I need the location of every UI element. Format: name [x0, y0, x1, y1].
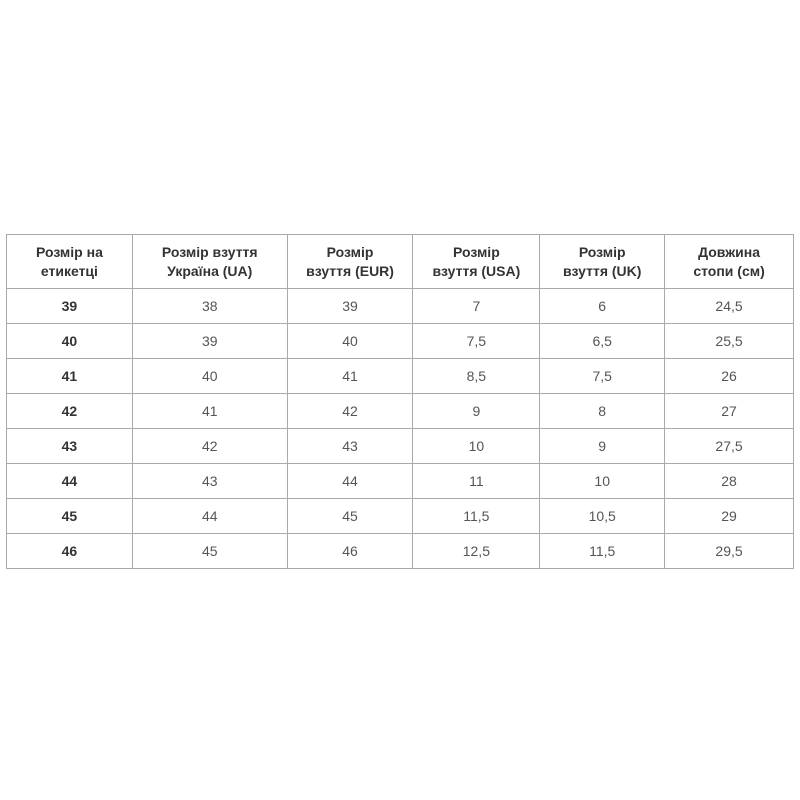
- table-cell: 9: [412, 393, 541, 429]
- table-cell: 40: [6, 323, 133, 359]
- table-cell: 29,5: [664, 533, 794, 569]
- table-cell: 41: [286, 358, 414, 394]
- table-row: 40 39 40 7,5 6,5 25,5: [6, 323, 794, 359]
- column-header-line: Розмір: [326, 243, 374, 260]
- table-cell: 10: [412, 428, 541, 464]
- table-cell: 10: [539, 463, 666, 499]
- table-cell: 42: [6, 393, 133, 429]
- column-header: Розмір взуття (EUR): [286, 234, 414, 289]
- table-cell: 40: [286, 323, 414, 359]
- table-cell: 6,5: [539, 323, 666, 359]
- column-header-line: Розмір: [452, 243, 500, 260]
- table-cell: 8: [539, 393, 666, 429]
- table-cell: 44: [6, 463, 133, 499]
- table-row: 46 45 46 12,5 11,5 29,5: [6, 533, 794, 569]
- table-cell: 42: [286, 393, 414, 429]
- column-header: Довжина стопи (см): [664, 234, 794, 289]
- column-header: Розмір на етикетці: [6, 234, 133, 289]
- table-cell: 8,5: [412, 358, 541, 394]
- table-row: 41 40 41 8,5 7,5 26: [6, 358, 794, 394]
- table-cell: 11,5: [412, 498, 541, 534]
- table-row: 45 44 45 11,5 10,5 29: [6, 498, 794, 534]
- column-header: Розмір взуття Україна (UA): [131, 234, 288, 289]
- column-header-line: взуття (USA): [432, 262, 521, 279]
- table-cell: 27,5: [664, 428, 794, 464]
- table-cell: 25,5: [664, 323, 794, 359]
- table-cell: 41: [6, 358, 133, 394]
- table-cell: 44: [286, 463, 414, 499]
- header-row: Розмір на етикетці Розмір взуття Україна (U…: [6, 234, 794, 289]
- table-cell: 40: [131, 358, 288, 394]
- table-cell: 7,5: [412, 323, 541, 359]
- table-cell: 43: [6, 428, 133, 464]
- size-chart-table: Розмір на етикетці Розмір взуття Україна (U…: [6, 234, 794, 569]
- column-header-line: Україна (UA): [167, 262, 253, 279]
- table-cell: 44: [131, 498, 288, 534]
- table-cell: 46: [286, 533, 414, 569]
- table-cell: 28: [664, 463, 794, 499]
- table-row: 42 41 42 9 8 27: [6, 393, 794, 429]
- table-cell: 46: [6, 533, 133, 569]
- column-header-line: стопи (см): [693, 262, 765, 279]
- column-header-line: Довжина: [698, 243, 760, 260]
- column-header-line: взуття (UK): [562, 262, 642, 279]
- column-header-line: етикетці: [40, 262, 98, 279]
- table-cell: 43: [131, 463, 288, 499]
- table-cell: 43: [286, 428, 414, 464]
- table-cell: 12,5: [412, 533, 541, 569]
- table-cell: 41: [131, 393, 288, 429]
- column-header-line: Розмір: [578, 243, 626, 260]
- table-cell: 39: [286, 288, 414, 324]
- table-row: 43 42 43 10 9 27,5: [6, 428, 794, 464]
- table-cell: 10,5: [539, 498, 666, 534]
- table-cell: 26: [664, 358, 794, 394]
- table-cell: 42: [131, 428, 288, 464]
- table-cell: 7: [412, 288, 541, 324]
- table-cell: 6: [539, 288, 666, 324]
- table-cell: 45: [286, 498, 414, 534]
- column-header: Розмір взуття (UK): [539, 234, 666, 289]
- table-cell: 45: [131, 533, 288, 569]
- table-row: 44 43 44 11 10 28: [6, 463, 794, 499]
- column-header-line: Розмір на: [35, 243, 103, 260]
- table-cell: 39: [131, 323, 288, 359]
- table-cell: 27: [664, 393, 794, 429]
- table-row: 39 38 39 7 6 24,5: [6, 288, 794, 324]
- table-cell: 29: [664, 498, 794, 534]
- table-cell: 9: [539, 428, 666, 464]
- table-cell: 45: [6, 498, 133, 534]
- column-header: Розмір взуття (USA): [412, 234, 541, 289]
- table-cell: 24,5: [664, 288, 794, 324]
- table-cell: 11,5: [539, 533, 666, 569]
- table-cell: 7,5: [539, 358, 666, 394]
- column-header-line: Розмір взуття: [161, 243, 258, 260]
- column-header-line: взуття (EUR): [306, 262, 394, 279]
- table-cell: 39: [6, 288, 133, 324]
- table-cell: 38: [131, 288, 288, 324]
- table-cell: 11: [412, 463, 541, 499]
